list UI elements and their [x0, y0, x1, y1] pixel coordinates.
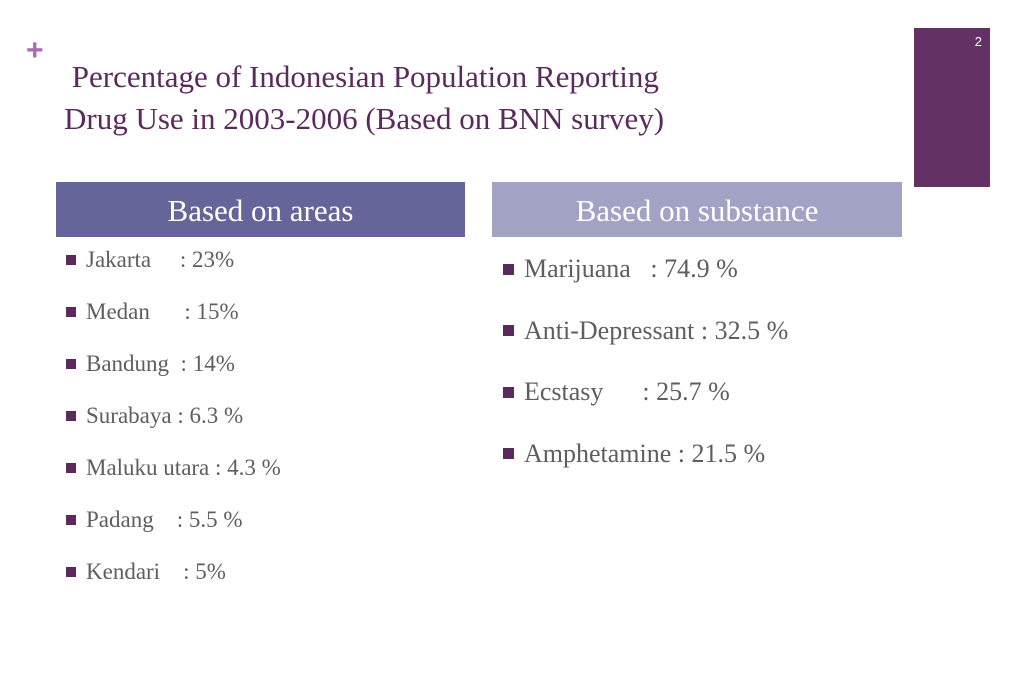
list-item-text: Padang : 5.5 % — [86, 507, 243, 532]
square-bullet-icon — [66, 462, 76, 473]
plus-icon: + — [26, 34, 44, 67]
list-item-text: Surabaya : 6.3 % — [86, 403, 244, 428]
list-item-text: Ecstasy : 25.7 % — [524, 377, 730, 406]
square-bullet-icon — [503, 263, 514, 275]
square-bullet-icon — [503, 448, 514, 460]
list-item: Ecstasy : 25.7 % — [503, 373, 788, 435]
substance-list: Marijuana : 74.9 % Anti-Depressant : 32.… — [503, 250, 788, 496]
list-item-text: Anti-Depressant : 32.5 % — [524, 315, 789, 345]
square-bullet-icon — [66, 566, 76, 577]
square-bullet-icon — [66, 306, 76, 317]
list-item: Maluku utara : 4.3 % — [66, 451, 281, 503]
square-bullet-icon — [66, 358, 76, 369]
list-item-text: Marijuana : 74.9 % — [524, 254, 738, 283]
list-item: Medan : 15% — [66, 295, 281, 347]
list-item: Kendari : 5% — [66, 555, 281, 607]
list-item-text: Amphetamine : 21.5 % — [524, 438, 766, 468]
list-item: Marijuana : 74.9 % — [503, 250, 788, 312]
substance-column-header: Based on substance — [492, 182, 902, 237]
list-item: Bandung : 14% — [66, 347, 281, 399]
list-item: Surabaya : 6.3 % — [66, 399, 281, 451]
list-item-text: Jakarta : 23% — [86, 247, 235, 272]
list-item: Amphetamine : 21.5 % — [503, 435, 788, 497]
square-bullet-icon — [503, 325, 514, 337]
areas-list: Jakarta : 23% Medan : 15% Bandung : 14% … — [66, 243, 281, 607]
list-item-text: Maluku utara : 4.3 % — [86, 455, 281, 480]
page-number: 2 — [974, 34, 982, 49]
square-bullet-icon — [66, 254, 76, 265]
slide-title-line-1: Percentage of Indonesian Population Repo… — [64, 59, 659, 94]
list-item-text: Medan : 15% — [86, 299, 239, 324]
list-item: Jakarta : 23% — [66, 243, 281, 295]
list-item-text: Bandung : 14% — [86, 351, 235, 376]
areas-column-header: Based on areas — [56, 182, 465, 237]
square-bullet-icon — [66, 514, 76, 525]
list-item: Anti-Depressant : 32.5 % — [503, 312, 788, 374]
page-number-tab: 2 — [914, 28, 990, 187]
slide-title-line-2: Drug Use in 2003-2006 (Based on BNN surv… — [64, 101, 665, 136]
list-item: Padang : 5.5 % — [66, 503, 281, 555]
list-item-text: Kendari : 5% — [86, 559, 226, 584]
square-bullet-icon — [66, 410, 76, 421]
slide-title: Percentage of Indonesian Population Repo… — [64, 56, 884, 140]
square-bullet-icon — [503, 386, 514, 398]
